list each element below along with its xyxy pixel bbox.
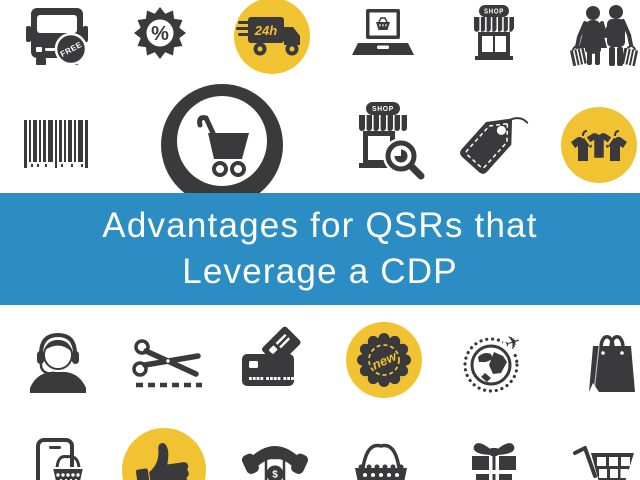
free-delivery-truck-icon: FREE — [26, 8, 88, 66]
title-line-1: Advantages for QSRs that — [102, 206, 538, 245]
gift-box-icon — [472, 443, 516, 480]
percent-symbol-label: % — [151, 23, 169, 45]
icon-shopping-cart — [572, 440, 636, 480]
shop-storefront-icon: SHOP — [474, 5, 514, 60]
delivery-24h-icon: 24h — [234, 0, 310, 74]
icon-thumbs-up — [120, 426, 208, 480]
icon-customer-support — [26, 330, 90, 394]
icon-shopping-couple — [568, 3, 638, 69]
title-banner: Advantages for QSRs that Leverage a CDP — [0, 193, 640, 305]
icon-shop-storefront: SHOP — [466, 5, 522, 63]
icon-shopping-bag — [579, 328, 640, 398]
price-tag-icon — [460, 117, 529, 174]
icon-cart-location-pin — [158, 83, 286, 209]
title-line-2: Leverage a CDP — [182, 252, 458, 291]
icon-free-delivery-truck: FREE — [24, 6, 90, 68]
icon-global-shipping: ✈ — [461, 328, 527, 394]
shopping-cart-icon — [573, 446, 634, 480]
icon-price-tag — [455, 106, 529, 180]
icon-coupon-scissors — [132, 333, 204, 391]
delivery-24h-label: 24h — [254, 23, 277, 38]
icon-barcode — [24, 120, 90, 168]
icon-tshirts-hangers — [560, 106, 638, 184]
laptop-shopping-icon — [352, 9, 414, 55]
phone-order-icon: $ — [241, 446, 309, 480]
shop-search-sign-label: SHOP — [372, 104, 394, 113]
mobile-shopping-icon — [36, 438, 86, 480]
cart-pin-icon — [161, 84, 283, 206]
new-badge-icon: new — [346, 322, 422, 398]
icon-discount-percent: % — [133, 6, 187, 60]
shop-search-icon: SHOP — [359, 102, 425, 180]
thumbs-up-icon — [122, 428, 206, 480]
globe-plane-icon: ✈ — [463, 331, 524, 393]
dollar-symbol-label: $ — [272, 470, 278, 480]
icon-laptop-shopping — [352, 9, 414, 61]
tshirts-icon — [561, 107, 637, 183]
icon-shopping-basket — [347, 440, 415, 480]
barcode-icon — [24, 120, 88, 168]
shopping-basket-icon — [355, 443, 407, 480]
scissors-icon — [132, 339, 202, 388]
customer-support-icon — [30, 332, 86, 393]
icon-mobile-shopping — [30, 438, 88, 480]
credit-cards-icon — [242, 326, 301, 386]
icon-24h-delivery: 24h — [233, 0, 311, 75]
shopping-couple-icon — [570, 5, 638, 67]
icon-new-badge: new — [345, 321, 423, 399]
plane-icon: ✈ — [502, 331, 524, 356]
shopping-bag-icon — [589, 335, 635, 393]
shop-sign-label: SHOP — [484, 9, 504, 16]
icon-gift-box — [466, 436, 522, 480]
icon-phone-order: $ — [241, 442, 309, 480]
discount-percent-icon: % — [134, 7, 186, 59]
icon-shop-search: SHOP — [349, 102, 425, 184]
icon-credit-cards — [240, 326, 304, 392]
